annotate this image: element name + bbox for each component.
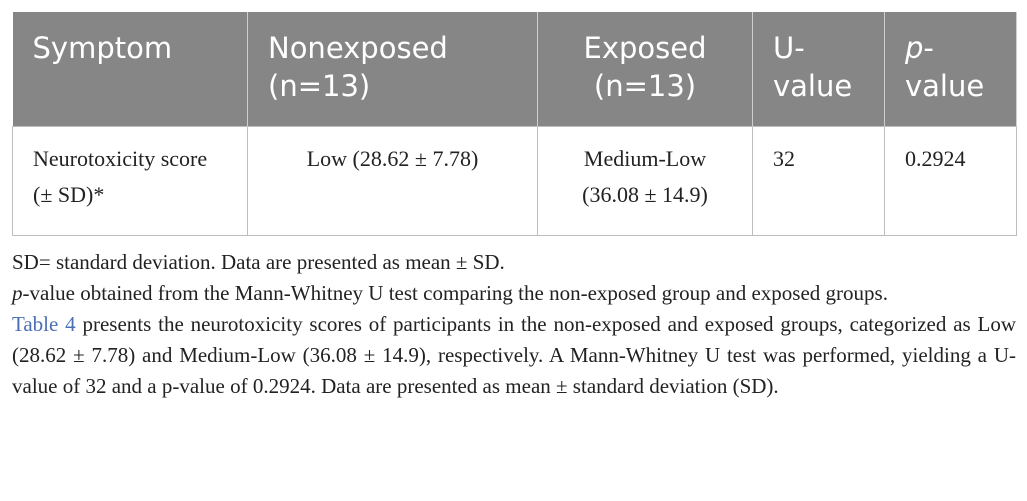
body-row: Neurotoxicity score (± SD)* Low (28.62 ±… xyxy=(12,126,1017,236)
header-cell: Symptom xyxy=(12,12,248,127)
header-cell: Nonexposed (n=13) xyxy=(247,12,538,127)
paragraph: Table 4 presents the neurotoxicity score… xyxy=(12,309,1016,402)
header-cell: Exposed (n=13) xyxy=(537,12,753,127)
cell: Low (28.62 ± 7.78) xyxy=(247,126,538,236)
header-cell: U-value xyxy=(752,12,885,127)
header-cell: p-value xyxy=(884,12,1017,127)
data-table: Symptom Nonexposed (n=13) Exposed (n=13)… xyxy=(12,12,1017,236)
text: -value xyxy=(905,31,985,103)
notes: SD= standard deviation. Data are present… xyxy=(12,247,1016,402)
cell: 0.2924 xyxy=(884,126,1017,236)
note: SD= standard deviation. Data are present… xyxy=(12,250,505,274)
italic: p xyxy=(12,281,23,305)
note: p-value obtained from the Mann-Whitney U… xyxy=(12,278,1016,309)
italic: p xyxy=(905,31,924,65)
header-row: Symptom Nonexposed (n=13) Exposed (n=13)… xyxy=(12,12,1017,127)
text: presents the neurotoxicity scores of par… xyxy=(12,312,1017,398)
table-link[interactable]: Table 4 xyxy=(12,312,76,336)
text: -value obtained from the Mann-Whitney U … xyxy=(22,281,888,305)
cell: Medium-Low (36.08 ± 14.9) xyxy=(537,126,753,236)
cell: Neurotoxicity score (± SD)* xyxy=(12,126,248,236)
cell: 32 xyxy=(752,126,885,236)
